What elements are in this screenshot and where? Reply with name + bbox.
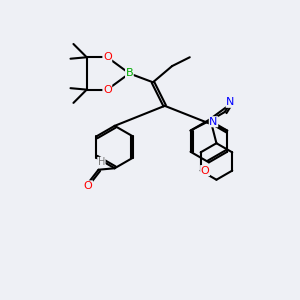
Text: N: N: [226, 97, 235, 107]
Text: B: B: [126, 68, 133, 78]
Text: O: O: [103, 85, 112, 94]
Text: N: N: [209, 117, 218, 127]
Text: O: O: [201, 166, 209, 176]
Text: H: H: [98, 158, 105, 167]
Text: O: O: [103, 52, 112, 62]
Text: O: O: [84, 181, 92, 191]
